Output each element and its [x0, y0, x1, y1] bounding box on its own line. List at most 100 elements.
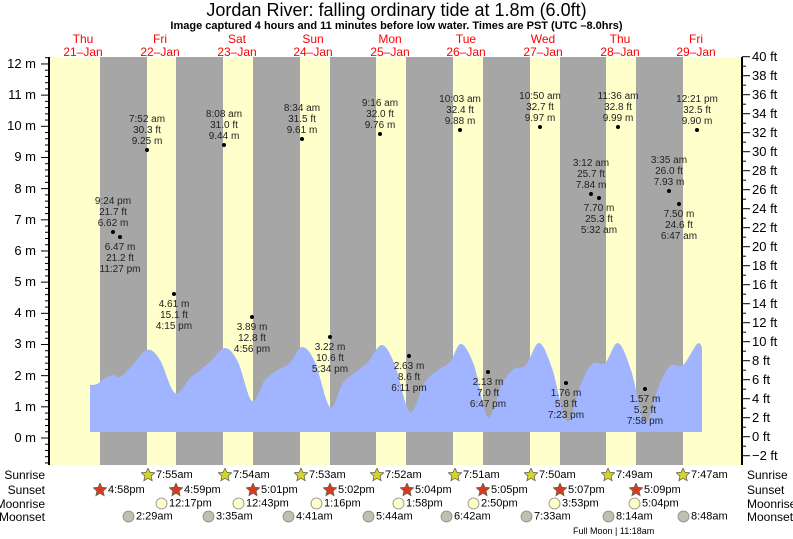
day-header: Fri 22–Jan [120, 33, 200, 59]
tide-feet: 31.5 ft [288, 114, 316, 125]
tide-feet: 32.5 ft [683, 105, 711, 116]
right-tick-label: 34 ft [752, 105, 778, 121]
moonrise-icon [548, 497, 562, 510]
sunset-icon [399, 482, 415, 497]
moonset-row-label-right: Moonset [747, 510, 793, 524]
day-date: 28–Jan [600, 45, 640, 59]
moonrise-icon [628, 497, 642, 510]
moonrise-time: 5:04pm [642, 497, 679, 510]
left-tick-label: 1 m [14, 398, 36, 414]
tide-feet: 32.4 ft [446, 105, 474, 116]
tide-meters: 3.22 m [314, 342, 346, 353]
moonrise-icon [310, 497, 324, 510]
day-of-week: Thu [609, 32, 631, 46]
tide-point [407, 354, 411, 358]
day-date: 26–Jan [446, 45, 486, 59]
sunrise-row-label-right: Sunrise [747, 468, 788, 482]
sunset-time: 4:59pm [184, 483, 221, 496]
right-tick-label: 28 ft [752, 162, 778, 178]
tide-feet: 30.3 ft [133, 125, 161, 136]
tide-time: 5:34 pm [311, 364, 349, 375]
right-tick-label: 12 ft [752, 314, 778, 330]
high-tide-label: 10:03 am 32.4 ft 9.88 m [425, 94, 495, 127]
left-tick-label: 0 m [14, 430, 36, 445]
chart-subtitle: Image captured 4 hours and 11 minutes be… [170, 20, 623, 32]
day-of-week: Mon [378, 32, 402, 46]
tide-meters: 9.90 m [681, 116, 713, 127]
sunset-icon [475, 482, 491, 497]
right-tick-label: 4 ft [752, 390, 771, 406]
tide-meters: 7.84 m [575, 180, 607, 191]
left-tick-label: 4 m [14, 305, 36, 321]
moonrise-time: 12:17pm [169, 497, 212, 510]
moonset-icon [282, 510, 296, 523]
moonset-entry: 7:33am [520, 510, 571, 523]
tide-meters: 9.99 m [602, 113, 634, 124]
sunrise-icon [447, 467, 463, 482]
right-tick-label: 38 ft [752, 67, 778, 83]
sunrise-time: 7:53am [309, 468, 346, 481]
tide-meters: 9.97 m [524, 113, 556, 124]
right-tick-label: 18 ft [752, 257, 778, 273]
moonset-row-label: Moonset [0, 510, 45, 524]
sunset-entry: 4:59pm [168, 482, 221, 497]
sunset-entry: 4:58pm [92, 482, 145, 497]
tide-time: 6:47 am [660, 231, 698, 242]
tide-water-area [90, 342, 702, 432]
day-of-week: Sat [227, 32, 246, 46]
left-tick-label: 11 m [8, 87, 36, 103]
sunrise-icon [675, 467, 691, 482]
tide-meters: 7.50 m [663, 209, 695, 220]
low-tide-label: 3.22 m 10.6 ft 5:34 pm [295, 342, 365, 375]
moonset-time: 3:35am [216, 510, 253, 523]
tide-point [677, 202, 681, 206]
right-tick-label: 36 ft [752, 86, 778, 102]
tide-meters: 9.61 m [286, 125, 318, 136]
sunrise-entry: 7:50am [523, 467, 576, 482]
moonrise-entry: 12:17pm [155, 497, 212, 510]
full-moon-note: Full Moon | 11:18am [573, 526, 655, 536]
sunset-time: 4:58pm [108, 483, 145, 496]
high-tide-label: 10:50 am 32.7 ft 9.97 m [505, 91, 575, 124]
tide-feet: 32.0 ft [366, 109, 394, 120]
tide-point [597, 196, 601, 200]
low-tide-label: 2.13 m 7.0 ft 6:47 pm [453, 377, 523, 410]
moonrise-time: 2:50pm [481, 497, 518, 510]
tide-feet: 32.7 ft [526, 102, 554, 113]
moonset-icon [520, 510, 534, 523]
tide-meters: 6.47 m [104, 242, 136, 253]
tide-meters: 9.25 m [131, 136, 163, 147]
left-tick-label: 8 m [14, 180, 36, 196]
tide-time: 3:12 am [572, 158, 610, 169]
tide-feet: 25.7 ft [577, 169, 605, 180]
tide-meters: 1.76 m [550, 388, 582, 399]
left-tick-label: 6 m [14, 242, 36, 258]
tide-time: 7:58 pm [626, 416, 664, 427]
day-date: 21–Jan [63, 45, 103, 59]
tide-point [667, 189, 671, 193]
tide-time: 10:50 am [519, 91, 561, 102]
tide-point [222, 143, 226, 147]
tide-time: 11:36 am [597, 91, 639, 102]
tide-feet: 21.2 ft [106, 253, 134, 264]
low-tide-label: 4.61 m 15.1 ft 4:15 pm [139, 299, 209, 332]
sunset-icon [322, 482, 338, 497]
sunset-time: 5:04pm [415, 483, 452, 496]
day-date: 27–Jan [523, 45, 563, 59]
tide-point [118, 235, 122, 239]
sunset-entry: 5:02pm [322, 482, 375, 497]
day-date: 29–Jan [676, 45, 716, 59]
sunrise-icon [523, 467, 539, 482]
high-tide-label: 9:16 am 32.0 ft 9.76 m [345, 98, 415, 131]
moonset-icon [362, 510, 376, 523]
tide-meters: 7.93 m [653, 177, 685, 188]
right-tick-label: 30 ft [752, 143, 778, 159]
sunrise-icon [293, 467, 309, 482]
moonset-entry: 6:42am [440, 510, 491, 523]
tide-meters: 6.62 m [97, 218, 129, 229]
day-date: 25–Jan [370, 45, 410, 59]
day-of-week: Sun [302, 32, 324, 46]
sunset-icon [552, 482, 568, 497]
high-tide-label: 3:12 am 25.7 ft 7.84 m [556, 158, 626, 191]
tide-point [616, 125, 620, 129]
